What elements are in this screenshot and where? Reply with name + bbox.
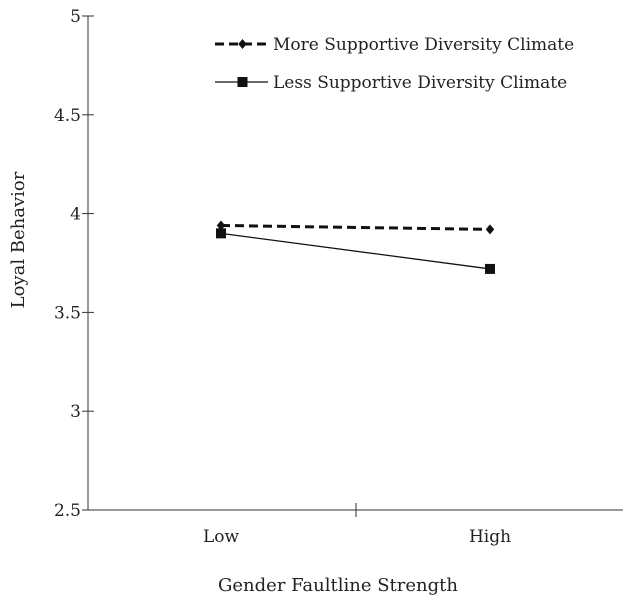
series-line-2 [220,232,491,270]
series-2-point-1 [216,228,226,239]
series-line-1 [220,223,491,231]
y-tick-label: 4.5 [54,106,81,126]
legend-label-1: More Supportive Diversity Climate [273,35,574,55]
y-tick-label: 4 [70,205,81,225]
series-2-point-2 [485,263,495,274]
legend-marker-2 [237,77,248,87]
legend: More Supportive Diversity Climate Less Su… [215,35,574,93]
y-tick-label: 3 [70,402,81,422]
x-axis: Low High [88,503,623,547]
x-axis-title: Gender Faultline Strength [218,575,458,596]
y-tick-label: 2.5 [54,501,81,521]
x-tick-label: Low [203,527,240,547]
series-1-point-1 [216,220,226,231]
y-axis-title: Loyal Behavior [8,171,29,308]
series-2 [216,228,495,274]
y-tick-label: 5 [70,7,81,27]
legend-label-2: Less Supportive Diversity Climate [273,73,567,93]
y-tick-label: 3.5 [54,303,81,323]
legend-marker-1 [238,39,247,49]
x-tick-label: High [469,527,511,547]
series-1 [216,220,495,235]
series-1-point-2 [485,224,495,235]
y-axis: 2.5 3 3.5 4 4.5 5 [54,7,94,521]
series-layer [216,220,495,274]
